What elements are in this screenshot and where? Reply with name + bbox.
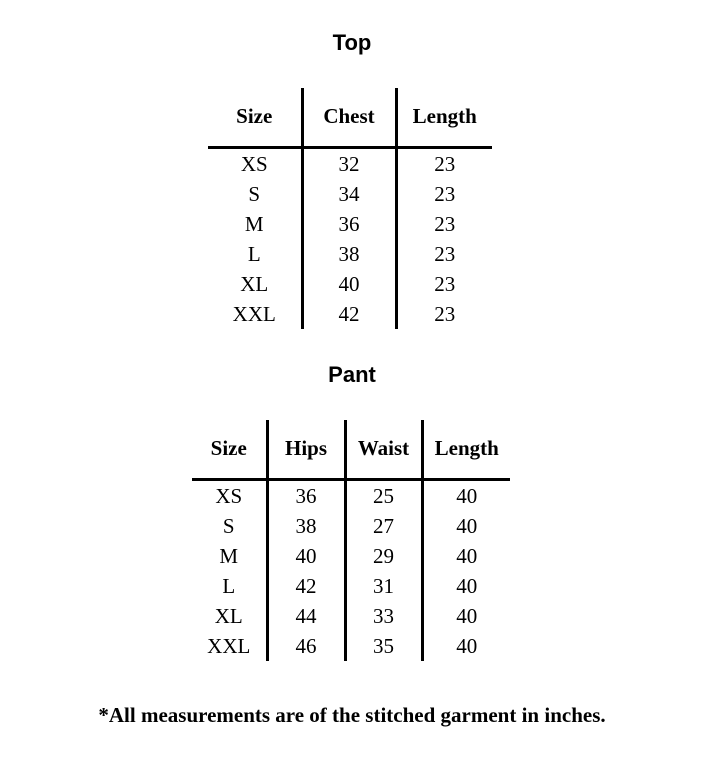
table-row: XXL 46 35 40 [192,631,510,661]
table-cell: 23 [394,299,492,329]
table-cell: L [222,574,236,598]
table-cell: 29 [343,541,422,571]
table-cell: XS [215,484,243,508]
table-cell: 23 [394,269,492,299]
table-cell: 40 [300,269,396,299]
table-cell: 34 [300,179,396,209]
table-row: S 38 27 40 [192,511,510,541]
table-row: S 34 23 [208,179,492,209]
table-cell: 23 [394,239,492,269]
column-header: Chest [300,88,396,149]
table-row: M 40 29 40 [192,541,510,571]
table-cell: 27 [343,511,422,541]
footnote: *All measurements are of the stitched ga… [98,703,606,727]
table-cell: XXL [232,302,276,326]
table-cell: 36 [265,479,345,511]
table-cell: 40 [420,631,510,661]
table-row: M 36 23 [208,209,492,239]
table-cell: 46 [265,631,345,661]
column-header: Size [208,88,302,149]
table-row: XL 40 23 [208,269,492,299]
column-header: Hips [265,420,345,481]
table-cell: 44 [265,601,345,631]
table-row: L 38 23 [208,239,492,269]
column-header: Length [420,420,510,481]
table-row: L 42 31 40 [192,571,510,601]
table-cell: 31 [343,571,422,601]
table-cell: 40 [420,571,510,601]
table-cell: M [244,212,264,236]
table-cell: S [222,514,235,538]
table-cell: M [219,544,239,568]
table-cell: 23 [394,179,492,209]
table-row: XS 32 23 [208,147,492,179]
table-cell: 40 [420,601,510,631]
column-header: Waist [343,420,422,481]
table-cell: 33 [343,601,422,631]
table-cell: 42 [265,571,345,601]
table-cell: XXL [207,634,251,658]
table-cell: 23 [394,209,492,239]
table-row: XXL 42 23 [208,299,492,329]
table-cell: 23 [394,147,492,179]
table-cell: 40 [420,511,510,541]
table-cell: XL [214,604,243,628]
table-cell: 38 [265,511,345,541]
pant-size-table: Size Hips Waist Length XS 36 25 40 S 38 27 40 M 40 29 4… [192,420,510,661]
table-cell: 36 [300,209,396,239]
table-cell: XS [240,152,268,176]
table-cell: 42 [300,299,396,329]
table-cell: 40 [265,541,345,571]
table-cell: S [248,182,261,206]
table-cell: 32 [300,147,396,179]
table-cell: 40 [420,541,510,571]
table-cell: 38 [300,239,396,269]
table-row: XL 44 33 40 [192,601,510,631]
table-cell: L [247,242,261,266]
top-size-table: Size Chest Length XS 32 23 S 34 23 M 36 23 L 38 23 XL 40… [208,88,492,329]
table-cell: 35 [343,631,422,661]
column-header: Length [394,88,492,149]
pant-table-title: Pant [328,362,376,387]
top-table-title: Top [332,30,372,55]
table-cell: 25 [343,479,422,511]
table-cell: 40 [420,479,510,511]
table-cell: XL [240,272,269,296]
column-header: Size [192,420,267,481]
table-row: XS 36 25 40 [192,479,510,511]
